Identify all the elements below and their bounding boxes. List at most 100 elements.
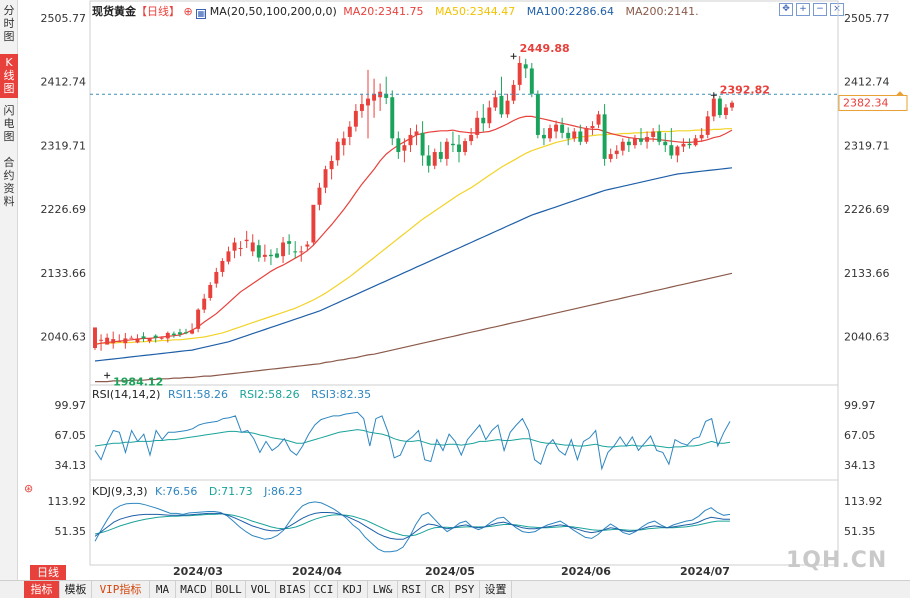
candle-body [366,98,370,106]
candle-body [184,332,188,334]
indicator-tab-9[interactable]: KDJ [338,581,368,598]
candle-body [111,339,116,344]
price-tick-left: 2226.69 [41,203,87,216]
candle-body [208,284,213,298]
candle [444,138,449,166]
indicator-tab-8[interactable]: CCI [310,581,338,598]
ma200-value: MA200:2141. [625,5,699,18]
candle [505,93,510,118]
candle [432,148,437,170]
candle-body [353,110,358,127]
candle-body [408,134,413,146]
candle-body [438,152,443,159]
candle [705,110,710,139]
indicator-tab-2[interactable]: VIP指标 [92,581,150,598]
candle [438,141,443,163]
tab-time-share[interactable]: 分时图 [3,4,15,43]
indicator-tab-3[interactable]: MA [150,581,176,598]
indicator-tab-0[interactable]: 指标 [24,581,60,598]
indicator-edit-icon[interactable]: ▦ [196,9,207,19]
move-icon[interactable]: ✥ [779,3,793,16]
candle-body [329,160,334,170]
candle-body [730,102,734,108]
indicator-tab-10[interactable]: LW& [368,581,398,598]
zoom-in-icon[interactable]: + [796,3,810,16]
rsi2-value: RSI2:58.26 [239,388,300,401]
candle [475,110,480,139]
candle [535,90,540,139]
candle [153,334,158,343]
candle-body [220,260,225,272]
x-tick-label: 2024/07 [680,565,730,578]
indicator-tab-12[interactable]: CR [426,581,450,598]
recent-high-marker [710,92,717,99]
indicator-tab-6[interactable]: VOL [246,581,276,598]
kdj-d-value: D:71.73 [208,485,253,498]
candle [711,95,716,122]
candle [171,331,176,338]
kdj-d-line [94,513,730,537]
candle-body [341,138,346,146]
candle [305,241,310,252]
ma-config: MA(20,50,100,200,0,0) [209,5,337,18]
tab-flash[interactable]: 闪电图 [3,104,15,143]
price-tick-right: 2412.74 [844,76,890,89]
period-tab-daily[interactable]: 日线 [30,565,66,580]
candle [687,138,692,149]
candle-body [620,141,625,151]
price-tick-right: 2505.77 [844,12,890,25]
candle [699,128,704,142]
candle-body [511,84,516,101]
candle [190,323,195,335]
settings-circle-icon[interactable]: ⊕ [183,5,193,18]
zoom-out-icon[interactable]: − [813,3,827,16]
candle-body [147,338,152,342]
target-icon[interactable]: ⊛ [24,482,34,495]
tab-contract-info[interactable]: 合约资料 [3,156,15,208]
indicator-tab-14[interactable]: 设置 [480,581,512,598]
indicator-tab-13[interactable]: PSY [450,581,480,598]
candle [717,95,722,118]
candle-body [99,339,104,341]
candle [651,128,656,142]
low-marker [104,372,111,379]
indicator-tab-5[interactable]: BOLL [212,581,246,598]
candle [93,327,97,351]
candle-body [305,244,310,247]
rsi-tick-right: 99.97 [844,399,876,412]
indicator-tab-4[interactable]: MACD [176,581,212,598]
candle-body [335,141,340,161]
candle-body [141,336,146,339]
indicator-tab-11[interactable]: RSI [398,581,426,598]
indicator-tab-1[interactable]: 模板 [60,581,92,598]
candle [693,134,698,147]
rsi3-value: RSI3:82.35 [311,388,372,401]
candle [335,138,340,166]
candle-body [699,134,704,139]
candle [487,100,492,129]
tab-kline[interactable]: K线图 [0,54,18,98]
candle [608,148,613,163]
rsi2-line [94,429,731,449]
candle [566,127,571,146]
candle-body [238,247,243,249]
site-watermark: 1QH.CN [786,548,888,573]
candle [329,155,334,180]
rsi-tick-right: 67.05 [844,429,876,442]
candle [220,258,225,277]
candle-body [123,338,128,344]
rsi-tick-left: 67.05 [55,429,87,442]
candle-body [359,104,364,111]
candle-body [554,124,559,132]
candle [596,110,601,129]
candle-body [129,337,134,339]
candle-body [450,143,455,146]
candle [287,234,292,255]
restore-icon[interactable]: × [830,3,844,16]
indicator-tab-7[interactable]: BIAS [276,581,310,598]
price-chart-area[interactable]: 2505.77 2505.77 2412.74 2412.74 2319.71 2319.… [0,0,910,580]
high-marker [510,53,517,60]
candle [602,104,607,166]
candle-body [463,141,468,153]
rsi-legend: RSI(14,14,2) RSI1:58.26 RSI2:58.26 RSI3:… [92,388,371,401]
